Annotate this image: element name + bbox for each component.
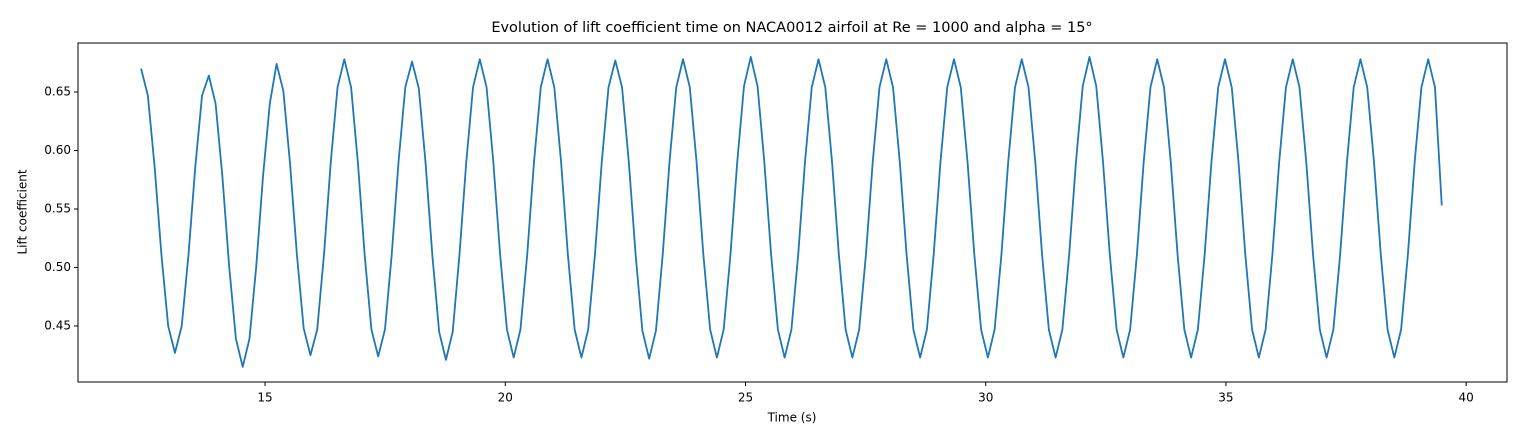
y-tick-label: 0.50 — [44, 260, 71, 274]
x-tick-label: 15 — [257, 391, 272, 405]
x-tick-label: 30 — [978, 391, 993, 405]
y-tick-label: 0.55 — [44, 201, 71, 215]
plot-frame — [77, 42, 1508, 383]
x-tick-label: 20 — [498, 391, 513, 405]
y-tick-label: 0.65 — [44, 85, 71, 99]
y-axis-label: Lift coefficient — [16, 169, 30, 254]
data-line — [140, 56, 1443, 368]
y-tick-label: 0.45 — [44, 318, 71, 332]
x-tick-label: 40 — [1459, 391, 1474, 405]
x-tick-label: 35 — [1218, 391, 1233, 405]
x-axis-label: Time (s) — [767, 411, 817, 425]
x-tick-label: 25 — [738, 391, 753, 405]
y-tick-label: 0.60 — [44, 143, 71, 157]
chart-title: Evolution of lift coefficient time on NA… — [491, 20, 1092, 36]
